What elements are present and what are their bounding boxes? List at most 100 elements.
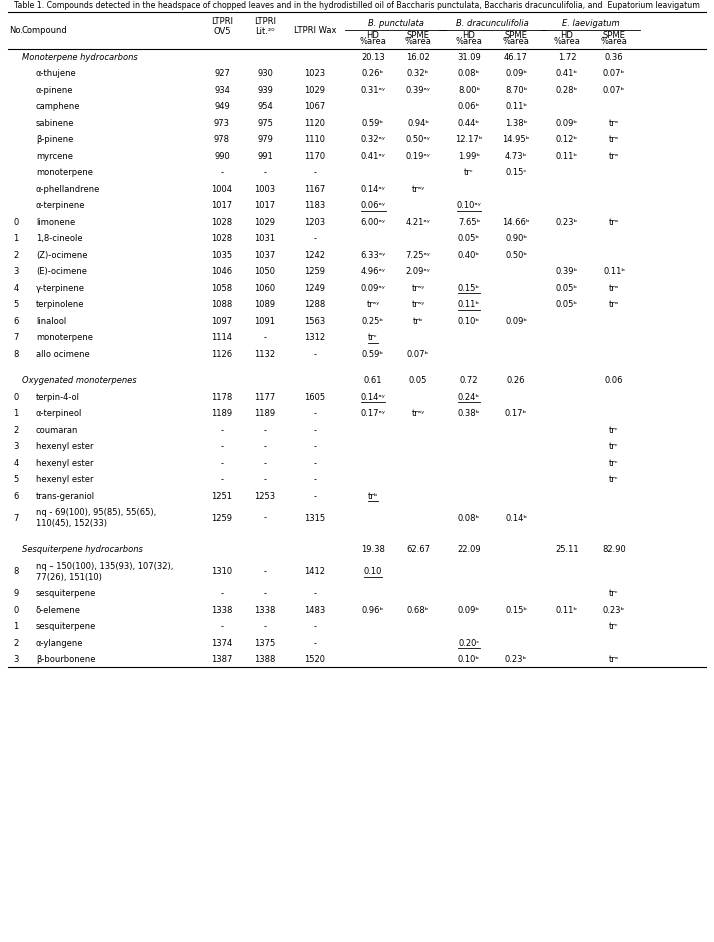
Text: 5: 5 [14,300,19,309]
Text: 1203: 1203 [304,218,326,227]
Text: camphene: camphene [36,103,81,111]
Text: 0.59ᵇ: 0.59ᵇ [362,119,384,128]
Text: 0.50ᵃʸ: 0.50ᵃʸ [406,136,431,144]
Text: α-phellandrene: α-phellandrene [36,185,101,194]
Text: 927: 927 [214,70,230,78]
Text: HD: HD [560,30,573,40]
Text: 1178: 1178 [211,393,233,401]
Text: trᵃ: trᵃ [609,218,619,227]
Text: 0.96ᵇ: 0.96ᵇ [362,606,384,615]
Text: trᵃʸ: trᵃʸ [411,185,425,194]
Text: -: - [263,476,266,484]
Text: 3: 3 [14,442,19,451]
Text: 1050: 1050 [254,268,276,276]
Text: %area: %area [600,38,628,46]
Text: 0.32ᵇ: 0.32ᵇ [407,70,429,78]
Text: %area: %area [456,38,483,46]
Text: 7: 7 [14,513,19,523]
Text: 22.09: 22.09 [457,545,481,555]
Text: 0.28ᵇ: 0.28ᵇ [556,86,578,95]
Text: 0.94ᵇ: 0.94ᵇ [407,119,429,128]
Text: 6.33ᵃʸ: 6.33ᵃʸ [361,251,386,260]
Text: α-terpinene: α-terpinene [36,202,86,210]
Text: 0.23ᵇ: 0.23ᵇ [556,218,578,227]
Text: 0.17ᵇ: 0.17ᵇ [505,409,527,418]
Text: 978: 978 [214,136,230,144]
Text: 0.11ᵇ: 0.11ᵇ [505,103,527,111]
Text: allo ocimene: allo ocimene [36,349,90,359]
Text: 0.08ᵇ: 0.08ᵇ [458,70,480,78]
Text: -: - [263,426,266,435]
Text: 1259: 1259 [211,513,233,523]
Text: terpinolene: terpinolene [36,300,84,309]
Text: trᵃʸ: trᵃʸ [411,409,425,418]
Text: 12.17ᵇ: 12.17ᵇ [456,136,483,144]
Text: 1029: 1029 [304,86,326,95]
Text: 6.00ᵃʸ: 6.00ᵃʸ [361,218,386,227]
Text: 1017: 1017 [254,202,276,210]
Text: trᵇ: trᵇ [368,492,378,501]
Text: myrcene: myrcene [36,152,73,161]
Text: 0: 0 [14,393,19,401]
Text: 1374: 1374 [211,639,233,648]
Text: -: - [313,492,316,501]
Text: 0.10ᵇ: 0.10ᵇ [458,656,480,664]
Text: 8.70ᵇ: 8.70ᵇ [505,86,527,95]
Text: 2: 2 [14,639,19,648]
Text: trᵃʸ: trᵃʸ [411,300,425,309]
Text: β-bourbonene: β-bourbonene [36,656,96,664]
Text: 1031: 1031 [254,235,276,243]
Text: 930: 930 [257,70,273,78]
Text: 990: 990 [214,152,230,161]
Text: 1120: 1120 [304,119,326,128]
Text: B. dracunculifolia: B. dracunculifolia [456,19,529,27]
Text: -: - [221,623,223,631]
Text: 19.38: 19.38 [361,545,385,555]
Text: 0.40ᵇ: 0.40ᵇ [458,251,480,260]
Text: trᶜ: trᶜ [609,476,619,484]
Text: 0.14ᵃʸ: 0.14ᵃʸ [361,185,386,194]
Text: 0.44ᵇ: 0.44ᵇ [458,119,480,128]
Text: SPME: SPME [406,30,429,40]
Text: 0.26: 0.26 [507,376,526,385]
Text: %area: %area [503,38,530,46]
Text: %area: %area [360,38,386,46]
Text: trans-geraniol: trans-geraniol [36,492,95,501]
Text: HD: HD [463,30,476,40]
Text: 1259: 1259 [304,268,326,276]
Text: linalool: linalool [36,317,66,326]
Text: 7.25ᵃʸ: 7.25ᵃʸ [406,251,431,260]
Text: 939: 939 [257,86,273,95]
Text: 1029: 1029 [254,218,276,227]
Text: 0.07ᵇ: 0.07ᵇ [407,349,429,359]
Text: 1520: 1520 [304,656,326,664]
Text: 20.13: 20.13 [361,53,385,62]
Text: monoterpene: monoterpene [36,333,93,342]
Text: HD: HD [366,30,379,40]
Text: hexenyl ester: hexenyl ester [36,459,94,468]
Text: 8: 8 [14,349,19,359]
Text: 1: 1 [14,235,19,243]
Text: 0.14ᵃʸ: 0.14ᵃʸ [361,393,386,401]
Text: -: - [221,476,223,484]
Text: 0.07ᵇ: 0.07ᵇ [603,70,625,78]
Text: 1003: 1003 [254,185,276,194]
Text: 975: 975 [257,119,273,128]
Text: 1.99ᵇ: 1.99ᵇ [458,152,480,161]
Text: LTPRI
Lit.²⁰: LTPRI Lit.²⁰ [254,17,276,36]
Text: 1114: 1114 [211,333,233,342]
Text: 0.09ᵇ: 0.09ᵇ [505,317,527,326]
Text: 2: 2 [14,426,19,435]
Text: 7.65ᵇ: 7.65ᵇ [458,218,480,227]
Text: 1312: 1312 [304,333,326,342]
Text: 0.09ᵇ: 0.09ᵇ [458,606,480,615]
Text: 1.72: 1.72 [558,53,576,62]
Text: -: - [221,589,223,598]
Text: 62.67: 62.67 [406,545,430,555]
Text: 8: 8 [14,567,19,577]
Text: 6: 6 [14,317,19,326]
Text: -: - [313,442,316,451]
Text: 1288: 1288 [304,300,326,309]
Text: 0.68ᵇ: 0.68ᵇ [407,606,429,615]
Text: Table 1. Compounds detected in the headspace of chopped leaves and in the hydrod: Table 1. Compounds detected in the heads… [14,2,700,10]
